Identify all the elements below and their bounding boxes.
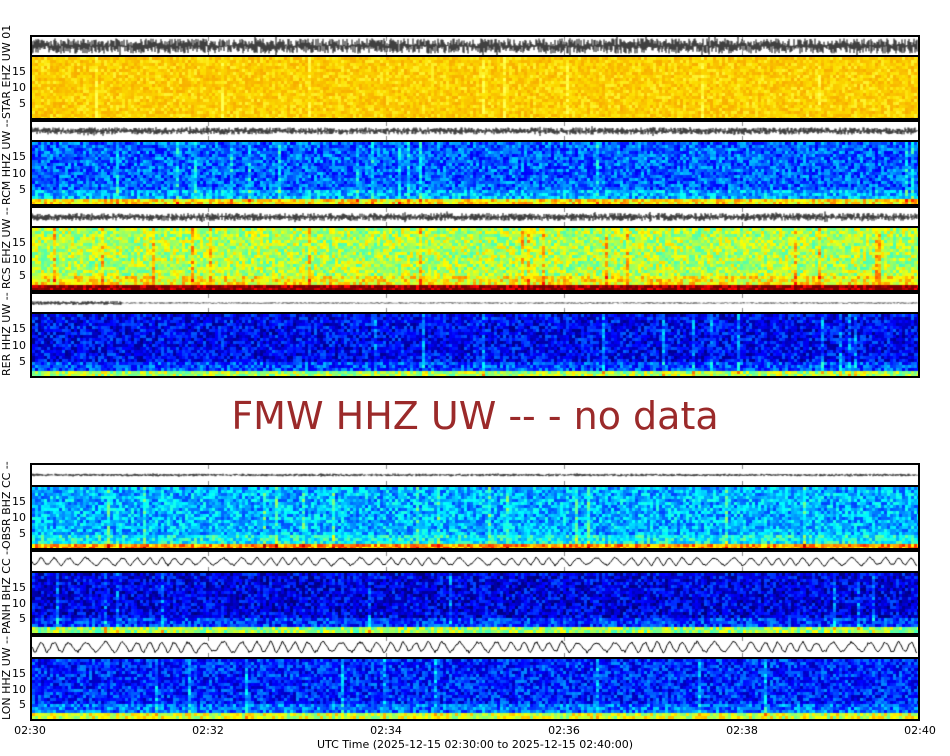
waveform-trace xyxy=(30,120,920,140)
waveform-trace xyxy=(30,35,920,55)
freq-tick-label: 10 xyxy=(12,511,26,524)
freq-tick-label: 10 xyxy=(12,166,26,180)
waveform-trace xyxy=(30,635,920,657)
freq-tick-label: 5 xyxy=(19,268,26,282)
freq-tick-label: 15 xyxy=(12,580,26,594)
freq-tick-label: 10 xyxy=(12,252,26,266)
freq-tick-label: 10 xyxy=(12,596,26,610)
x-tick-1: 02:32 xyxy=(192,724,224,737)
freq-tick-label: 10 xyxy=(12,682,26,696)
freq-tick-label: 10 xyxy=(12,338,26,352)
freq-tick-label: 15 xyxy=(12,65,26,78)
x-tick-5: 02:40 xyxy=(904,724,936,737)
x-tick-4: 02:38 xyxy=(726,724,758,737)
x-tick-0: 02:30 xyxy=(14,724,46,737)
waveform-trace xyxy=(30,292,920,312)
freq-tick-label: 5 xyxy=(19,527,26,540)
spectrogram xyxy=(30,571,920,635)
spectrogram xyxy=(30,140,920,206)
freq-tick-label: 5 xyxy=(19,182,26,196)
freq-tick-label: 15 xyxy=(12,495,26,508)
freq-tick-label: 5 xyxy=(19,97,26,110)
spectrogram xyxy=(30,485,920,550)
freq-tick-label: 15 xyxy=(12,150,26,164)
freq-tick-label: 5 xyxy=(19,354,26,368)
waveform-trace xyxy=(30,206,920,226)
spectrogram xyxy=(30,55,920,120)
freq-tick-label: 15 xyxy=(12,666,26,680)
spectrogram xyxy=(30,657,920,721)
freq-tick-label: 10 xyxy=(12,81,26,94)
x-tick-3: 02:36 xyxy=(548,724,580,737)
spectrogram xyxy=(30,226,920,292)
no-data-message: FMW HHZ UW -- - no data xyxy=(231,394,719,438)
spectrogram xyxy=(30,312,920,378)
freq-tick-label: 5 xyxy=(19,698,26,712)
freq-tick-label: 5 xyxy=(19,612,26,626)
freq-tick-label: 15 xyxy=(12,236,26,250)
x-tick-2: 02:34 xyxy=(370,724,402,737)
waveform-trace xyxy=(30,550,920,571)
freq-tick-label: 15 xyxy=(12,322,26,336)
x-axis-label: UTC Time (2025-12-15 02:30:00 to 2025-12… xyxy=(317,738,633,751)
waveform-trace xyxy=(30,463,920,485)
